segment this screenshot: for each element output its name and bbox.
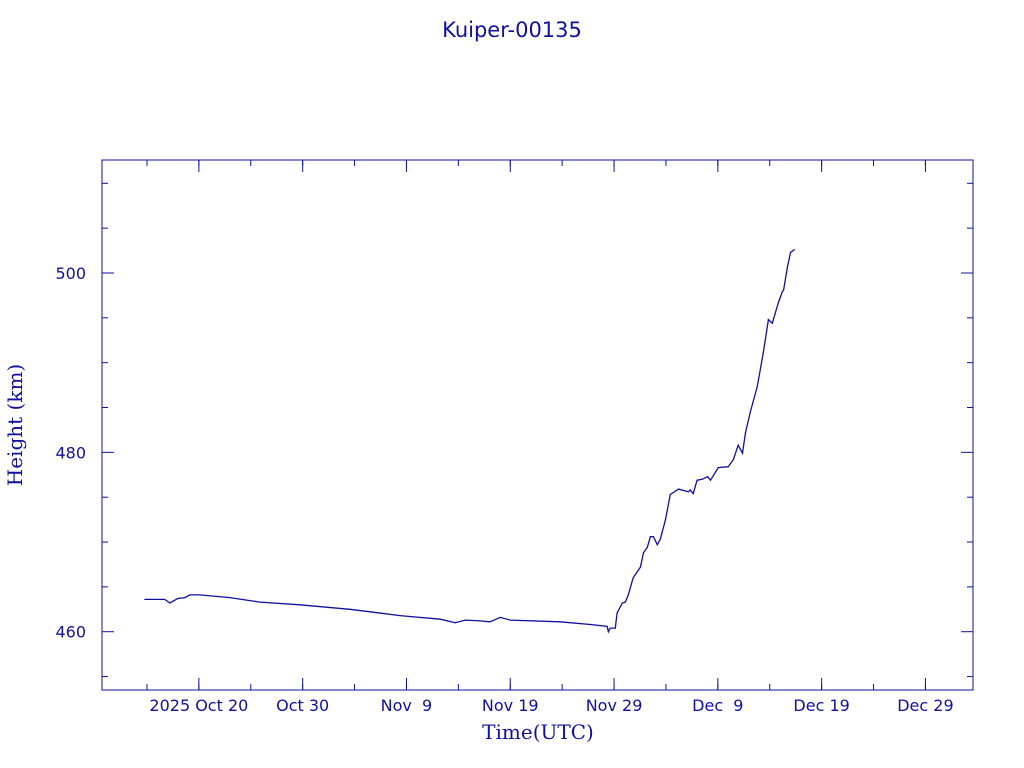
x-tick-label: Dec 9 <box>692 696 743 715</box>
data-point <box>793 249 795 251</box>
data-point <box>756 386 758 388</box>
data-point <box>189 594 191 596</box>
x-tick-label: 2025 Oct 20 <box>149 696 248 715</box>
data-point <box>169 602 171 604</box>
x-tick-label: Dec 29 <box>897 696 953 715</box>
data-point <box>632 577 634 579</box>
data-point <box>464 619 466 621</box>
data-point <box>399 614 401 617</box>
data-point <box>144 598 146 601</box>
y-tick-label: 480 <box>55 443 86 462</box>
x-tick-label: Nov 29 <box>586 696 643 715</box>
x-tick-label: Nov 19 <box>482 696 539 715</box>
y-axis-label: Height (km) <box>3 364 27 486</box>
data-point <box>184 597 186 599</box>
data-point <box>762 352 764 354</box>
data-point <box>349 608 351 610</box>
data-point <box>489 621 491 623</box>
plot-frame <box>101 159 974 691</box>
data-point <box>479 620 481 622</box>
x-tick-label: Nov 9 <box>381 696 433 715</box>
x-axis-label: Time(UTC) <box>482 720 594 744</box>
data-point <box>709 479 712 481</box>
data-point <box>696 479 698 481</box>
data-point <box>439 618 441 620</box>
data-point <box>614 627 616 629</box>
data-point <box>777 301 779 304</box>
data-point <box>589 623 591 626</box>
data-point <box>737 444 739 446</box>
data-point <box>259 601 261 603</box>
data-point <box>782 289 785 291</box>
y-tick-label: 460 <box>55 623 86 642</box>
data-point <box>669 493 671 496</box>
data-point <box>664 519 667 521</box>
data-point <box>652 536 655 538</box>
data-point <box>659 538 661 540</box>
data-point <box>701 478 703 480</box>
x-tick-label: Dec 19 <box>793 696 849 715</box>
data-point <box>677 488 680 490</box>
data-point <box>689 489 691 491</box>
data-point <box>781 291 783 293</box>
data-point <box>639 566 642 568</box>
data-point <box>687 491 690 493</box>
data-point <box>692 493 694 495</box>
data-point <box>656 544 658 546</box>
data-point <box>616 612 618 614</box>
data-point <box>717 466 719 469</box>
data-point <box>164 598 166 601</box>
data-point <box>499 616 501 618</box>
data-point <box>649 536 651 538</box>
y-tick-label: 500 <box>55 264 86 283</box>
data-point <box>732 458 735 461</box>
data-point <box>177 597 179 600</box>
data-point <box>741 452 744 454</box>
chart-title: Kuiper-00135 <box>442 18 582 42</box>
data-point <box>606 625 608 627</box>
data-point <box>621 602 623 604</box>
data-point <box>727 466 729 468</box>
data-point <box>771 322 773 324</box>
data-point <box>627 594 629 596</box>
data-point <box>454 622 456 624</box>
x-tick-label: Oct 30 <box>276 696 329 715</box>
data-point <box>559 621 561 623</box>
data-point <box>299 604 301 606</box>
data-point <box>609 627 611 629</box>
data-point <box>789 251 792 253</box>
data-point <box>229 597 231 599</box>
height-series-line <box>144 249 795 634</box>
data-point <box>199 594 201 596</box>
data-point <box>706 475 709 478</box>
data-point <box>509 619 511 621</box>
data-point <box>744 432 747 434</box>
data-point <box>646 546 648 549</box>
data-point <box>607 631 610 633</box>
data-point <box>642 552 645 554</box>
data-point <box>767 319 770 321</box>
data-point <box>786 266 789 268</box>
data-point <box>749 411 751 413</box>
data-point <box>624 601 626 603</box>
